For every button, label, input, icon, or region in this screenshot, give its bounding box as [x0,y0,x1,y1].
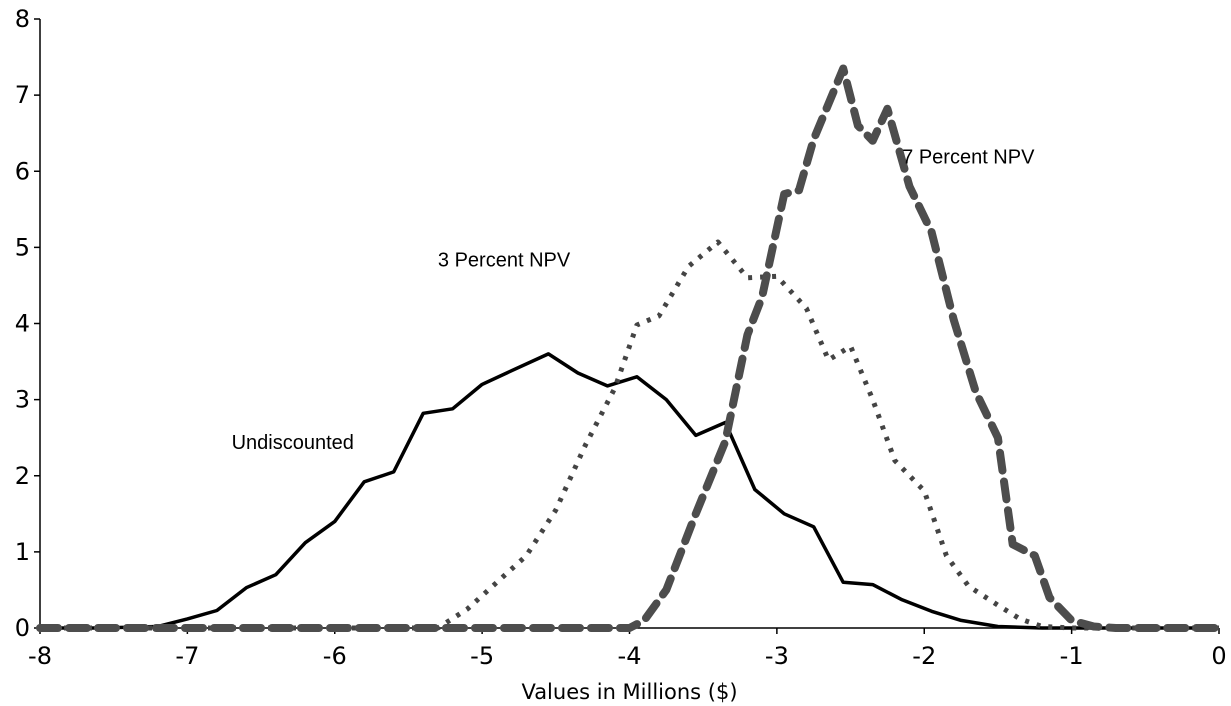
y-tick-label: 2 [15,462,30,490]
y-tick-label: 1 [15,538,30,566]
series-label: 3 Percent NPV [438,249,571,271]
series-layer [36,64,1223,632]
x-tick-label: -2 [912,642,936,670]
x-tick-label: 0 [1211,642,1226,670]
y-tick-label: 3 [15,386,30,414]
y-tick-label: 8 [15,5,30,33]
series-label: Undiscounted [232,432,354,454]
x-tick-label: -8 [28,642,52,670]
y-tick-label: 7 [15,81,30,109]
x-tick-label: -3 [765,642,789,670]
y-tick-label: 0 [15,614,30,642]
series-line-undiscounted [40,352,1219,630]
x-axis-title: Values in Millions ($) [521,680,737,704]
series-line-7-percent-npv [36,64,1223,632]
x-tick-label: -6 [323,642,347,670]
series-line-3-percent-npv [40,239,1219,631]
y-tick-label: 6 [15,157,30,185]
y-tick-label: 5 [15,233,30,261]
x-tick-label: -7 [175,642,199,670]
y-tick-label: 4 [15,310,30,338]
labels-layer: Undiscounted 3 Percent NPV 7 Percent NPV [232,147,1036,454]
x-tick-label: -1 [1060,642,1084,670]
series-label: 7 Percent NPV [902,147,1035,169]
axes: 0 1 2 3 4 5 6 7 8 -8 -7 -6 -5 -4 -3 -2 -1 0 Values in Mill… [15,5,1227,704]
x-tick-label: -5 [470,642,494,670]
x-tick-label: -4 [618,642,642,670]
